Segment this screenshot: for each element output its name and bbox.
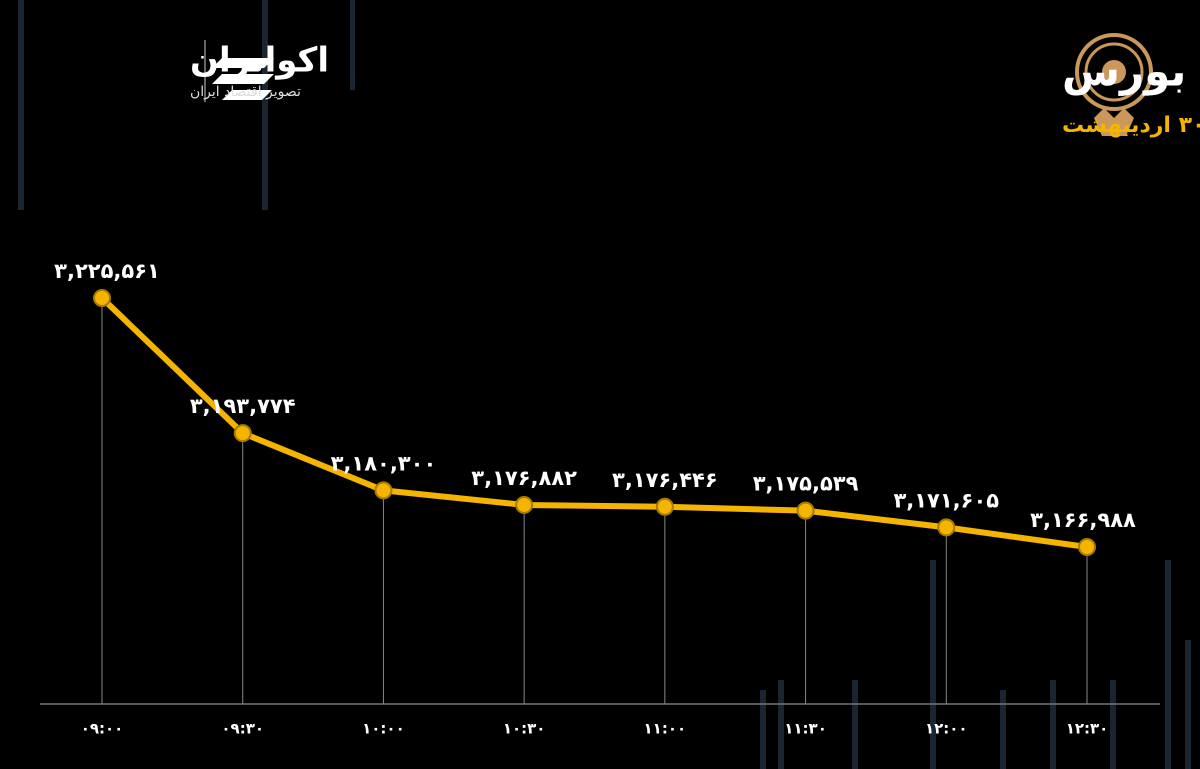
point — [93, 289, 111, 307]
brand-logo — [204, 40, 274, 102]
value-label: ۳,۱۸۰,۳۰۰ — [331, 451, 437, 475]
value-label: ۳,۱۷۶,۸۸۲ — [471, 466, 577, 490]
value-label: ۳,۱۷۶,۴۴۶ — [612, 468, 718, 492]
point — [655, 497, 674, 516]
x-tick-label: ۱۲:۰۰ — [925, 720, 968, 738]
x-tick-label: ۱۱:۰۰ — [644, 720, 687, 738]
brand-name: اکوایران — [190, 41, 329, 81]
x-tick-label: ۱۰:۰۰ — [362, 720, 405, 738]
point — [233, 424, 252, 443]
value-label: ۳,۱۹۳,۷۷۴ — [190, 394, 296, 418]
x-tick-label: ۱۲:۳۰ — [1066, 720, 1109, 738]
point — [374, 481, 393, 500]
value-label: ۳,۱۶۶,۹۸۸ — [1030, 508, 1136, 532]
chart-subtitle: سه شنبه ۳۰ اردیبهشت — [1062, 113, 1200, 138]
decoration — [18, 0, 1191, 769]
point — [1078, 538, 1096, 556]
emblem — [1075, 33, 1153, 136]
value-label: ۳,۱۷۵,۵۳۹ — [753, 472, 859, 496]
x-tick-label: ۱۰:۳۰ — [503, 720, 546, 738]
x-tick-label: ۰۹:۰۰ — [81, 720, 124, 738]
x-tick-label: ۱۱:۳۰ — [784, 720, 827, 738]
point — [937, 518, 956, 537]
value-label: ۳,۱۷۱,۶۰۵ — [893, 488, 999, 512]
series-line — [99, 295, 1088, 550]
value-label: ۳,۲۲۵,۵۶۱ — [54, 259, 160, 283]
brand-tagline: تصویر اقتصاد ایران — [190, 84, 301, 100]
point — [796, 501, 815, 520]
x-tick-label: ۰۹:۳۰ — [221, 720, 264, 738]
point — [515, 495, 534, 514]
chart-title: روند شاخص کل بورس — [1062, 47, 1200, 97]
